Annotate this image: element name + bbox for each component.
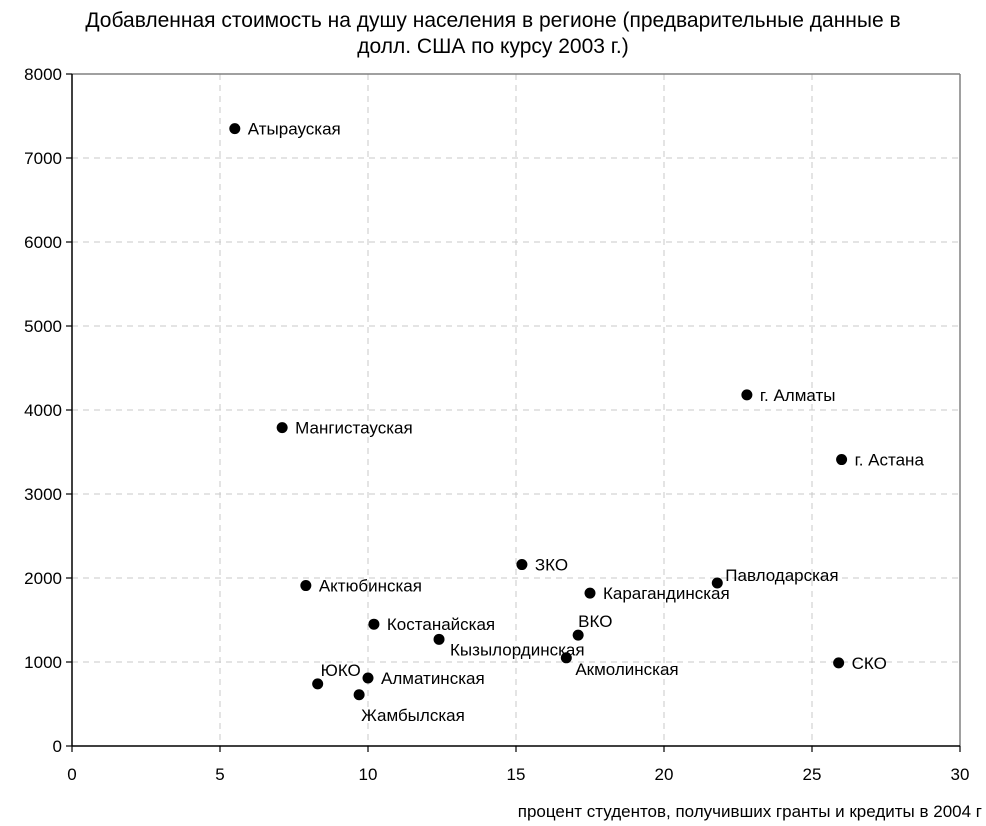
x-tick-label: 15 (507, 765, 526, 784)
data-point (363, 672, 374, 683)
data-point (229, 123, 240, 134)
x-tick-label: 20 (655, 765, 674, 784)
x-tick-label: 30 (951, 765, 970, 784)
data-point (277, 422, 288, 433)
data-label: ЮКО (321, 661, 361, 680)
y-tick-label: 7000 (24, 149, 62, 168)
data-label: Алматинская (381, 669, 485, 688)
axes: 0 1000 2000 3000 4000 5000 6000 7000 8000 0 5 10 15 2… (24, 65, 969, 784)
data-label: г. Алматы (760, 386, 836, 405)
y-tick-label: 3000 (24, 485, 62, 504)
data-label: Костанайская (387, 615, 495, 634)
data-point (573, 630, 584, 641)
data-point (434, 634, 445, 645)
data-point (354, 689, 365, 700)
data-point (368, 619, 379, 630)
data-label: СКО (852, 654, 887, 673)
y-tick-label: 6000 (24, 233, 62, 252)
data-label: Акмолинская (575, 660, 678, 679)
data-label: ЗКО (535, 556, 568, 575)
data-point (516, 559, 527, 570)
data-label: Карагандинская (603, 584, 730, 603)
data-label: ВКО (578, 612, 612, 631)
data-label: Павлодарская (725, 566, 838, 585)
y-tick-label: 8000 (24, 65, 62, 84)
x-tick-label: 10 (359, 765, 378, 784)
data-point (833, 657, 844, 668)
data-label: Актюбинская (319, 577, 422, 596)
data-point (300, 580, 311, 591)
data-point (836, 454, 847, 465)
x-tick-label: 0 (67, 765, 76, 784)
y-tick-label: 2000 (24, 569, 62, 588)
data-point (312, 678, 323, 689)
data-point (741, 389, 752, 400)
data-label: г. Астана (855, 451, 925, 470)
y-tick-label: 0 (53, 737, 62, 756)
x-tick-label: 25 (803, 765, 822, 784)
x-axis-label: процент студентов, получивших гранты и к… (518, 802, 982, 822)
data-label: Атырауская (248, 120, 341, 139)
x-tick-label: 5 (215, 765, 224, 784)
data-point (585, 588, 596, 599)
data-point (561, 652, 572, 663)
y-tick-label: 1000 (24, 653, 62, 672)
data-label: Мангистауская (295, 419, 413, 438)
data-label: Жамбылская (361, 706, 465, 725)
y-tick-label: 4000 (24, 401, 62, 420)
y-tick-label: 5000 (24, 317, 62, 336)
data-points: Атырауская Мангистауская г. Алматы г. Астан… (229, 120, 924, 725)
